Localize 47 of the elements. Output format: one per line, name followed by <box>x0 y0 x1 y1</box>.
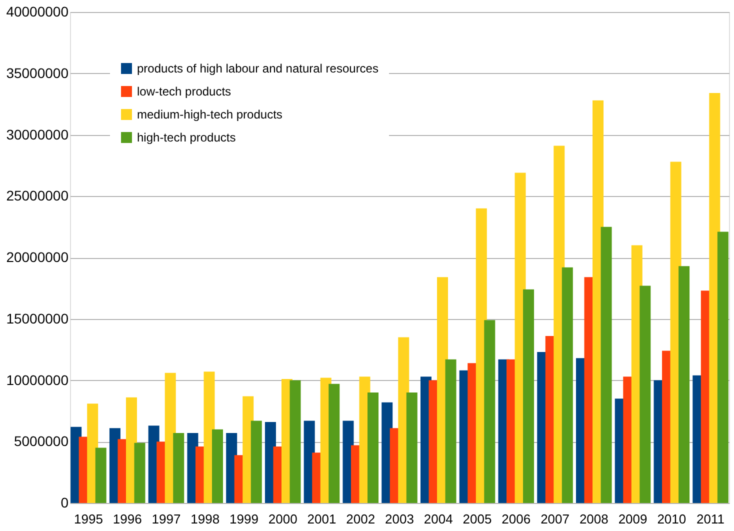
y-tick-label: 30000000 <box>6 126 69 142</box>
x-tick-label: 2000 <box>268 512 298 526</box>
x-tick-label: 2001 <box>307 512 336 526</box>
bar <box>173 433 184 503</box>
x-tick-label: 1995 <box>74 512 103 526</box>
bar <box>678 266 690 503</box>
bar <box>484 320 496 503</box>
legend-label: low-tech products <box>137 84 232 98</box>
bar <box>562 267 573 503</box>
x-tick-label: 2010 <box>657 512 686 526</box>
bar <box>328 384 340 503</box>
x-tick-label: 1997 <box>152 512 181 526</box>
y-tick-label: 15000000 <box>6 310 69 326</box>
bar <box>717 232 728 503</box>
y-tick-label: 35000000 <box>6 64 69 81</box>
x-tick-label: 2008 <box>579 512 608 526</box>
legend-label: high-tech products <box>137 130 236 144</box>
x-tick-label: 2006 <box>502 512 531 526</box>
x-tick-label: 1999 <box>230 512 258 526</box>
y-tick-label: 10000000 <box>6 372 69 388</box>
bar <box>523 289 534 503</box>
y-tick-label: 5000000 <box>14 433 69 450</box>
bar <box>95 448 106 503</box>
x-tick-label: 2004 <box>424 512 453 526</box>
bar <box>445 359 456 503</box>
bar <box>640 286 651 503</box>
x-tick-label: 2003 <box>385 512 414 526</box>
y-tick-label: 0 <box>60 494 69 510</box>
bar <box>290 380 301 503</box>
x-tick-label: 2011 <box>696 512 725 526</box>
bar <box>368 392 379 503</box>
x-tick-label: 1998 <box>190 512 220 526</box>
x-tick-label: 2005 <box>462 512 492 526</box>
bar <box>212 429 223 503</box>
legend-label: medium-high-tech products <box>137 108 282 122</box>
bar <box>406 392 418 503</box>
bar <box>250 420 262 503</box>
x-tick-label: 2009 <box>618 512 648 526</box>
bar <box>600 226 612 503</box>
y-tick-label: 40000000 <box>6 4 69 20</box>
legend-label: products of high labour and natural resources <box>137 62 378 76</box>
y-tick-label: 20000000 <box>6 249 69 265</box>
y-tick-label: 25000000 <box>6 188 69 204</box>
x-tick-label: 2002 <box>346 512 376 526</box>
bar <box>134 442 146 503</box>
x-tick-label: 1996 <box>112 512 142 526</box>
x-tick-label: 2007 <box>540 512 570 526</box>
